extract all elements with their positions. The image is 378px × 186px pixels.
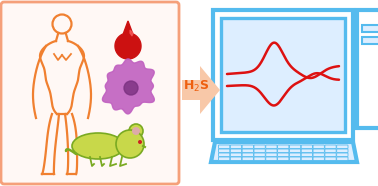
Circle shape bbox=[138, 140, 142, 144]
Polygon shape bbox=[130, 30, 133, 36]
Polygon shape bbox=[211, 142, 357, 162]
FancyBboxPatch shape bbox=[362, 37, 378, 44]
FancyBboxPatch shape bbox=[301, 145, 313, 148]
Text: H$_2$S: H$_2$S bbox=[183, 78, 209, 94]
FancyBboxPatch shape bbox=[325, 153, 336, 156]
Polygon shape bbox=[238, 140, 328, 150]
FancyBboxPatch shape bbox=[313, 145, 324, 148]
FancyBboxPatch shape bbox=[337, 153, 348, 156]
Circle shape bbox=[116, 130, 144, 158]
FancyBboxPatch shape bbox=[218, 145, 230, 148]
FancyBboxPatch shape bbox=[254, 157, 265, 161]
FancyBboxPatch shape bbox=[337, 149, 348, 153]
Polygon shape bbox=[115, 21, 141, 59]
Circle shape bbox=[124, 81, 138, 95]
FancyBboxPatch shape bbox=[254, 145, 265, 148]
Polygon shape bbox=[182, 66, 220, 114]
Polygon shape bbox=[102, 59, 154, 114]
FancyBboxPatch shape bbox=[277, 145, 289, 148]
FancyBboxPatch shape bbox=[337, 157, 348, 161]
FancyBboxPatch shape bbox=[362, 25, 378, 32]
Polygon shape bbox=[273, 140, 293, 148]
FancyBboxPatch shape bbox=[301, 149, 313, 153]
FancyBboxPatch shape bbox=[242, 145, 254, 148]
FancyBboxPatch shape bbox=[313, 149, 324, 153]
FancyBboxPatch shape bbox=[266, 153, 277, 156]
FancyBboxPatch shape bbox=[277, 153, 289, 156]
FancyBboxPatch shape bbox=[218, 157, 230, 161]
FancyBboxPatch shape bbox=[325, 149, 336, 153]
FancyBboxPatch shape bbox=[290, 149, 301, 153]
FancyBboxPatch shape bbox=[313, 153, 324, 156]
FancyBboxPatch shape bbox=[254, 153, 265, 156]
FancyBboxPatch shape bbox=[301, 157, 313, 161]
FancyBboxPatch shape bbox=[230, 149, 242, 153]
FancyBboxPatch shape bbox=[213, 10, 353, 140]
FancyBboxPatch shape bbox=[266, 149, 277, 153]
Polygon shape bbox=[228, 148, 338, 152]
FancyBboxPatch shape bbox=[301, 153, 313, 156]
Ellipse shape bbox=[72, 133, 124, 159]
FancyBboxPatch shape bbox=[337, 145, 348, 148]
FancyBboxPatch shape bbox=[230, 157, 242, 161]
FancyBboxPatch shape bbox=[221, 18, 345, 132]
FancyBboxPatch shape bbox=[242, 153, 254, 156]
Circle shape bbox=[129, 124, 143, 138]
FancyBboxPatch shape bbox=[357, 10, 378, 128]
FancyBboxPatch shape bbox=[218, 153, 230, 156]
FancyBboxPatch shape bbox=[218, 149, 230, 153]
FancyBboxPatch shape bbox=[313, 157, 324, 161]
FancyBboxPatch shape bbox=[325, 157, 336, 161]
FancyBboxPatch shape bbox=[277, 157, 289, 161]
FancyBboxPatch shape bbox=[290, 157, 301, 161]
FancyBboxPatch shape bbox=[290, 145, 301, 148]
FancyBboxPatch shape bbox=[266, 157, 277, 161]
FancyBboxPatch shape bbox=[242, 157, 254, 161]
FancyBboxPatch shape bbox=[290, 153, 301, 156]
Circle shape bbox=[132, 127, 140, 135]
FancyBboxPatch shape bbox=[230, 153, 242, 156]
FancyBboxPatch shape bbox=[1, 2, 179, 184]
FancyBboxPatch shape bbox=[230, 145, 242, 148]
FancyBboxPatch shape bbox=[254, 149, 265, 153]
FancyBboxPatch shape bbox=[277, 149, 289, 153]
FancyBboxPatch shape bbox=[266, 145, 277, 148]
FancyBboxPatch shape bbox=[325, 145, 336, 148]
FancyBboxPatch shape bbox=[242, 149, 254, 153]
